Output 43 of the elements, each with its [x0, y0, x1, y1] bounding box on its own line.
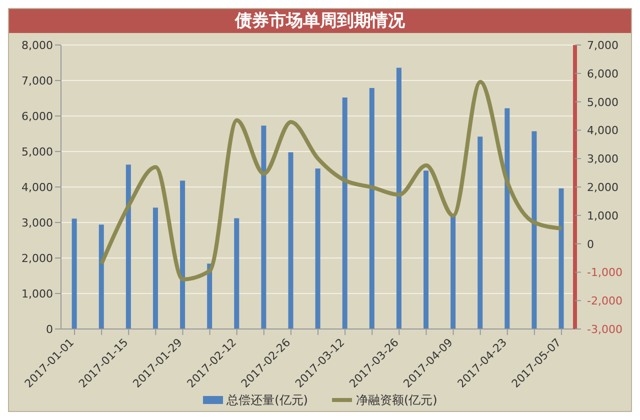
bar — [396, 68, 402, 329]
bar — [152, 208, 158, 329]
y-tick-label: 4,000 — [22, 180, 53, 194]
y2-tick-label: 5,000 — [587, 96, 618, 109]
y2-tick-label: 3,000 — [587, 152, 618, 166]
y2-tick-label: 1,000 — [587, 209, 618, 222]
bar — [126, 164, 131, 329]
y-tick-label: 2,000 — [22, 252, 53, 265]
bar — [532, 131, 537, 329]
legend-label: 总偿还量(亿元) — [226, 392, 308, 408]
bar — [342, 98, 348, 329]
bar — [98, 224, 104, 329]
bar — [261, 126, 266, 329]
bar — [369, 88, 374, 329]
y-tick-label: 5,000 — [22, 145, 53, 158]
bar — [478, 136, 483, 329]
bar — [424, 170, 429, 329]
y2-tick-label: 2,000 — [587, 181, 618, 194]
bar — [315, 168, 320, 329]
bar — [558, 188, 564, 329]
bar — [207, 264, 212, 329]
bar — [504, 108, 510, 329]
line-series — [100, 80, 564, 282]
y-tick-label: 7,000 — [22, 74, 53, 88]
y2-tick-label: 6,000 — [587, 67, 618, 80]
chart-title: 债券市场单周到期情况 — [9, 9, 631, 33]
y2-tick-label: -1,000 — [587, 266, 622, 280]
y-tick-label: 0 — [46, 322, 53, 336]
bar — [72, 218, 77, 329]
y-tick-label: 6,000 — [22, 110, 53, 123]
legend-label: 净融资额(亿元) — [356, 392, 438, 408]
bar — [450, 214, 456, 329]
y2-tick-label: 4,000 — [587, 124, 618, 138]
y2-tick-label: 7,000 — [587, 39, 618, 52]
y-tick-label: 8,000 — [22, 38, 53, 52]
bar — [288, 152, 294, 329]
y2-tick-label: -3,000 — [587, 323, 622, 336]
bar — [234, 218, 240, 329]
y-tick-label: 3,000 — [22, 216, 53, 230]
y2-tick-label: -2,000 — [587, 294, 622, 308]
bar — [180, 180, 186, 329]
y-tick-label: 1,000 — [22, 287, 53, 300]
y2-tick-label: 0 — [587, 238, 594, 251]
